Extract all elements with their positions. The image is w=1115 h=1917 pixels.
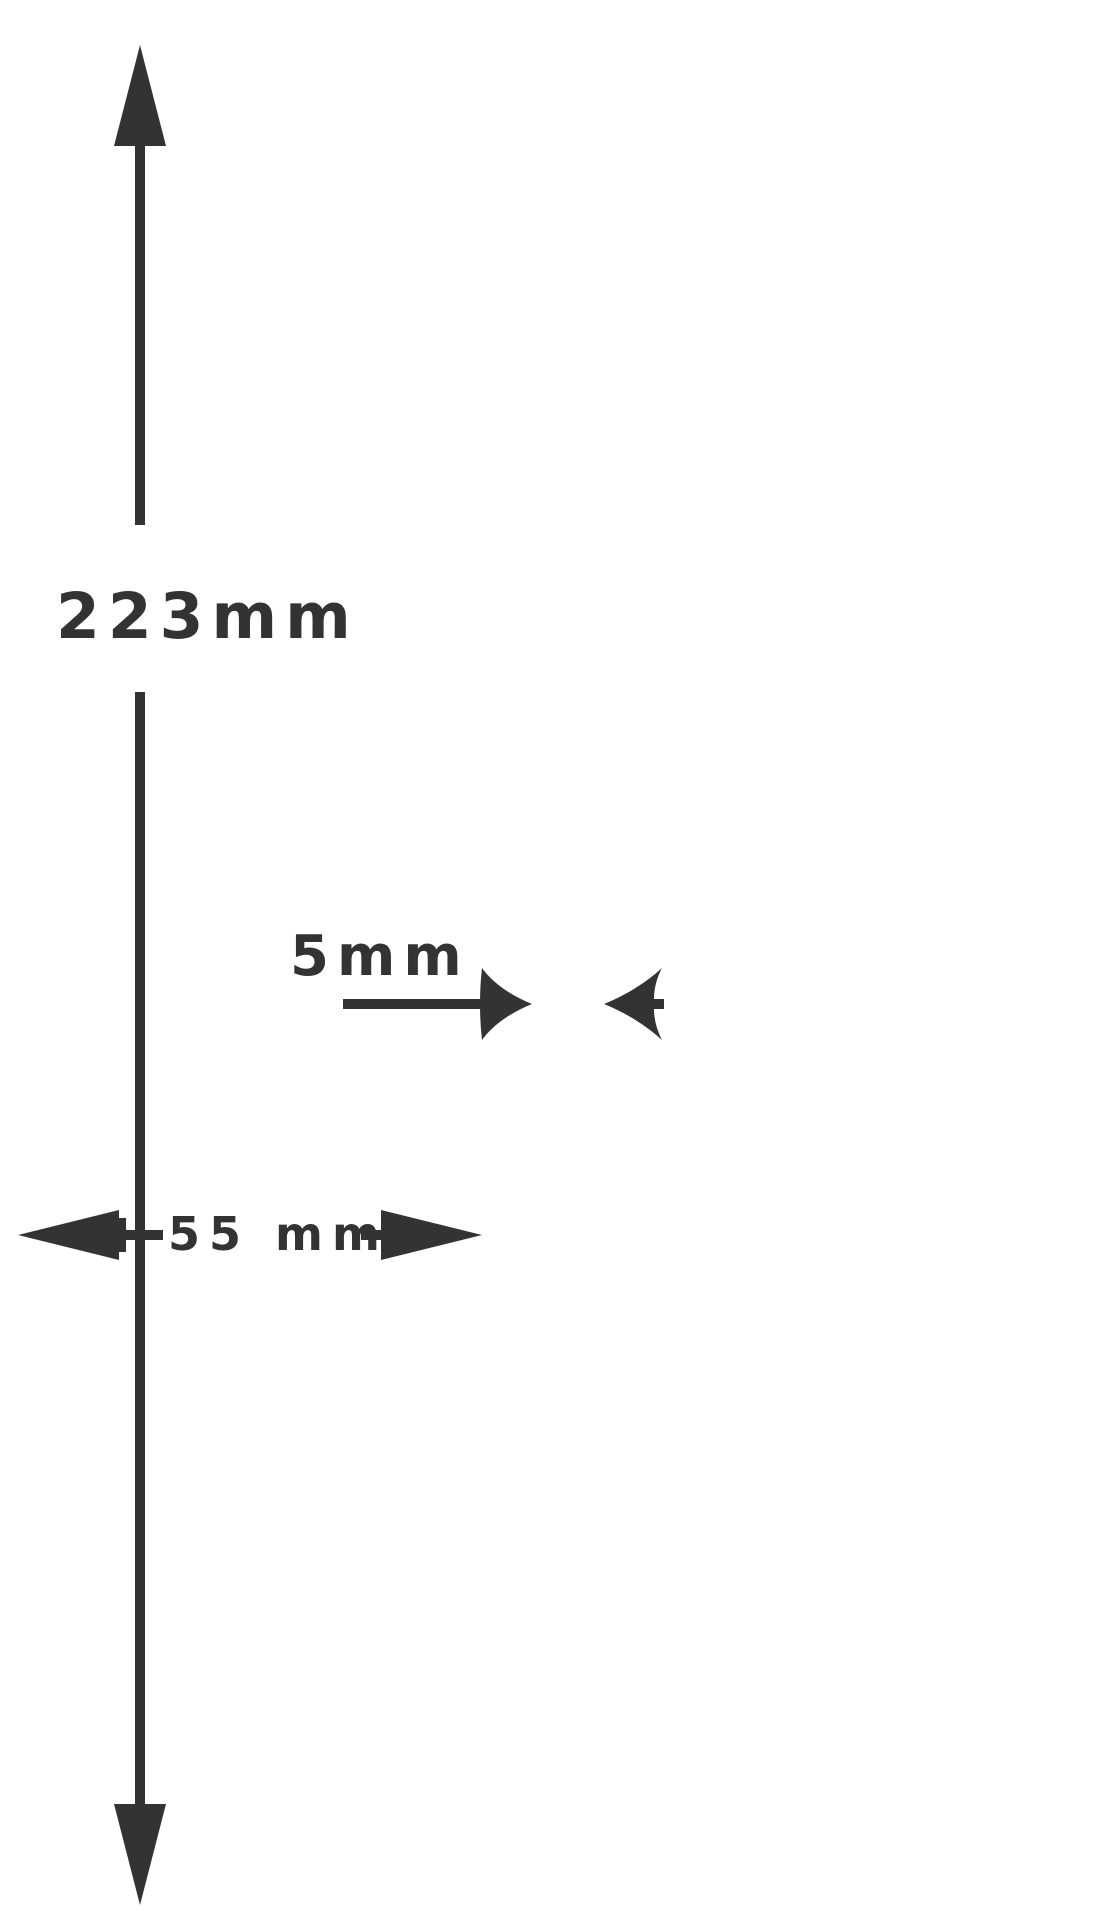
gap-label: 5mm xyxy=(290,924,470,989)
height-label: 223mm xyxy=(56,580,359,653)
width-dimension: 55 mm xyxy=(18,1207,482,1261)
height-line-lower xyxy=(135,692,145,1810)
width-tick-left xyxy=(118,1218,126,1252)
gap-arrow-left-icon xyxy=(604,968,662,1040)
gap-arrow-right-icon xyxy=(480,968,532,1040)
height-dimension: 223mm xyxy=(56,45,359,1905)
height-arrow-top-icon xyxy=(114,45,166,146)
gap-tail-tick xyxy=(652,999,664,1009)
gap-leader-line xyxy=(343,999,485,1009)
width-stub-left xyxy=(115,1230,163,1240)
width-label: 55 mm xyxy=(168,1207,389,1261)
width-arrow-left-icon xyxy=(18,1210,119,1260)
height-arrow-bottom-icon xyxy=(114,1804,166,1905)
gap-dimension: 5mm xyxy=(290,924,664,1040)
width-stub-right xyxy=(361,1230,387,1240)
width-arrow-right-icon xyxy=(381,1210,482,1260)
height-line-upper xyxy=(135,140,145,525)
